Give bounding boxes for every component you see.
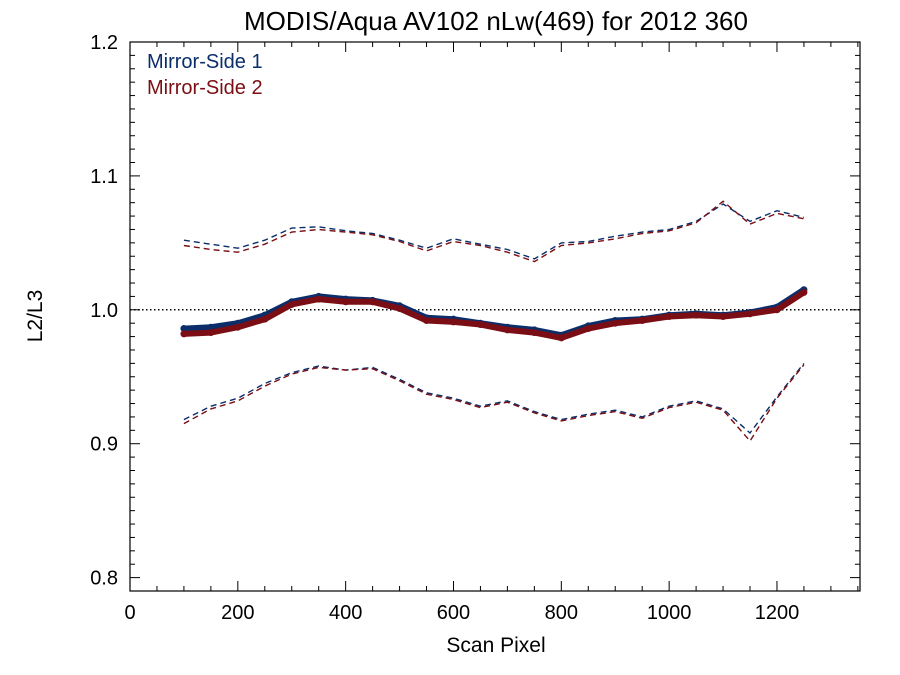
series-point [773,306,781,314]
series-point [315,295,323,303]
x-axis-label: Scan Pixel [446,634,545,657]
series-point [476,321,484,329]
series-point [288,300,296,308]
series-point [800,288,808,296]
series-point [530,329,538,337]
y-tick-label: 1.2 [90,32,118,54]
series-point [557,334,565,342]
legend-item-mirror-side-1: Mirror-Side 1 [147,51,263,73]
series-point [180,330,188,338]
series-upper-bound-line [183,203,805,260]
x-tick-label: 0 [124,602,135,624]
series-lower-bound-line [183,364,805,443]
y-axis: 0.8 0.9 1.0 1.1 1.2 [90,32,860,590]
series-point [234,323,242,331]
y-axis-label: L2/L3 [24,290,47,343]
x-tick-label: 400 [329,602,362,624]
x-tick-label: 800 [545,602,578,624]
plot-frame [129,41,861,592]
x-tick-label: 200 [221,602,254,624]
series-point [719,313,727,320]
series-2 [180,200,808,443]
series-lower-bound-line [183,362,805,435]
chart-title: MODIS/Aqua AV102 nLw(469) for 2012 360 [244,6,748,36]
series-point [638,317,646,325]
series-point [665,313,673,320]
series-point [423,317,431,325]
series-point [503,326,511,334]
series-point [261,315,269,323]
legend-item-mirror-side-2: Mirror-Side 2 [147,77,263,99]
x-tick-label: 1200 [755,602,800,624]
series-point [746,310,754,318]
legend: Mirror-Side 1 Mirror-Side 2 [147,51,263,99]
y-tick-label: 1.1 [90,166,118,188]
x-tick-label: 600 [437,602,470,624]
series-point [584,325,592,333]
series-upper-bound-line [183,200,805,263]
y-tick-label: 1.0 [90,300,118,322]
series-point [692,311,700,319]
series-point [611,319,619,327]
y-tick-label: 0.9 [90,434,118,456]
series-mean-line [180,289,807,341]
series-point [396,304,404,312]
series-point [449,318,457,326]
series-point [207,323,215,331]
series-point [207,329,215,337]
series-point [180,325,188,333]
x-axis: 0 200 400 600 800 1000 1200 [124,42,859,624]
series-point [342,298,350,306]
x-tick-label: 1000 [647,602,692,624]
y-tick-label: 0.8 [90,568,118,590]
series-layer [180,200,808,443]
series-point [369,298,377,306]
